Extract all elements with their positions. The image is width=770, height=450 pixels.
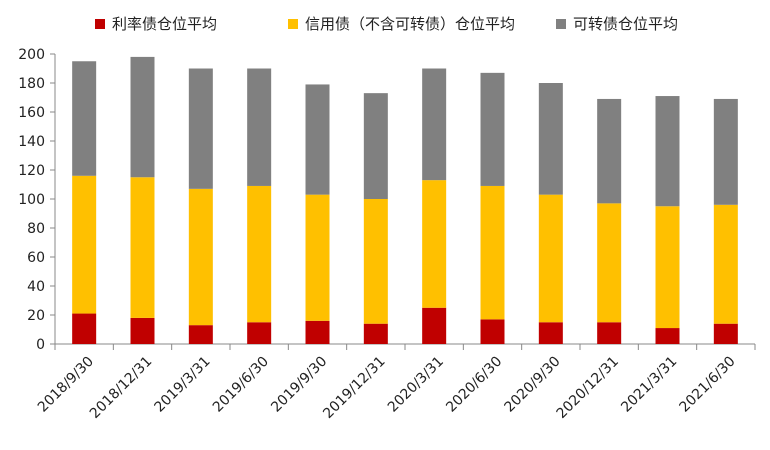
bar-series-1 (713, 323, 738, 344)
bar-series-3 (597, 98, 622, 204)
bar-series-3 (72, 61, 97, 176)
y-tick-label: 80 (27, 221, 45, 237)
y-tick-label: 40 (27, 279, 45, 295)
bar-series-3 (480, 72, 505, 186)
x-category-label: 2019/9/30 (268, 354, 330, 416)
y-tick-label: 60 (27, 250, 45, 266)
bar-series-1 (480, 319, 505, 344)
legend-label-2: 信用债（不含可转债）仓位平均 (305, 15, 515, 33)
bar-series-2 (655, 206, 680, 329)
bar-series-3 (655, 96, 680, 207)
bar-series-1 (655, 328, 680, 344)
bar-series-1 (247, 322, 272, 344)
bar-series-3 (422, 68, 447, 181)
x-category-label: 2021/6/30 (677, 354, 739, 416)
y-tick-label: 120 (18, 163, 45, 179)
bar-series-1 (72, 313, 97, 344)
bar-series-3 (538, 83, 563, 195)
x-category-label: 2018/12/31 (87, 354, 155, 422)
x-category-label: 2021/3/31 (618, 354, 680, 416)
y-tick-label: 180 (18, 76, 45, 92)
bar-series-2 (422, 180, 447, 308)
bars (72, 56, 738, 344)
x-category-label: 2020/6/30 (443, 354, 505, 416)
x-category-label: 2018/9/30 (35, 354, 97, 416)
x-axis: 2018/9/302018/12/312019/3/312019/6/30201… (35, 343, 756, 422)
bar-series-2 (130, 177, 155, 318)
bar-series-3 (363, 93, 388, 199)
bar-series-1 (188, 325, 213, 344)
bar-series-1 (597, 322, 622, 344)
legend-swatch-3 (556, 19, 566, 29)
bar-series-2 (188, 188, 213, 326)
bar-series-2 (597, 203, 622, 323)
legend-label-3: 可转债仓位平均 (573, 15, 678, 33)
bar-series-3 (247, 68, 272, 186)
y-tick-label: 20 (27, 308, 45, 324)
y-tick-label: 100 (18, 192, 45, 208)
bar-series-3 (188, 68, 213, 189)
bar-series-3 (305, 84, 330, 195)
bar-series-2 (363, 199, 388, 324)
bar-series-1 (538, 322, 563, 344)
x-category-label: 2020/3/31 (385, 354, 447, 416)
bar-series-1 (363, 323, 388, 344)
y-tick-label: 200 (18, 47, 45, 63)
y-axis: 0 20 40 60 80 100 120 140 160 180 200 (18, 47, 56, 353)
legend-label-1: 利率债仓位平均 (112, 15, 217, 33)
legend-swatch-1 (95, 19, 105, 29)
legend: 利率债仓位平均 信用债（不含可转债）仓位平均 可转债仓位平均 (95, 15, 678, 33)
legend-swatch-2 (288, 19, 298, 29)
bar-series-2 (480, 185, 505, 320)
x-category-label: 2019/6/30 (210, 354, 272, 416)
bar-series-3 (713, 98, 738, 205)
bar-series-1 (305, 320, 330, 344)
bar-series-1 (422, 307, 447, 344)
x-category-label: 2020/12/31 (554, 354, 622, 422)
x-category-label: 2019/12/31 (320, 354, 388, 422)
bar-series-3 (130, 56, 155, 178)
bar-series-2 (305, 194, 330, 321)
bar-series-2 (713, 204, 738, 324)
y-tick-label: 160 (18, 105, 45, 121)
x-category-label: 2020/9/30 (502, 354, 564, 416)
bar-series-1 (130, 317, 155, 344)
bar-series-2 (247, 185, 272, 323)
bar-series-2 (72, 175, 97, 314)
y-tick-label: 140 (18, 134, 45, 150)
bar-series-2 (538, 194, 563, 323)
x-category-label: 2019/3/31 (152, 354, 214, 416)
y-tick-label: 0 (36, 337, 45, 353)
